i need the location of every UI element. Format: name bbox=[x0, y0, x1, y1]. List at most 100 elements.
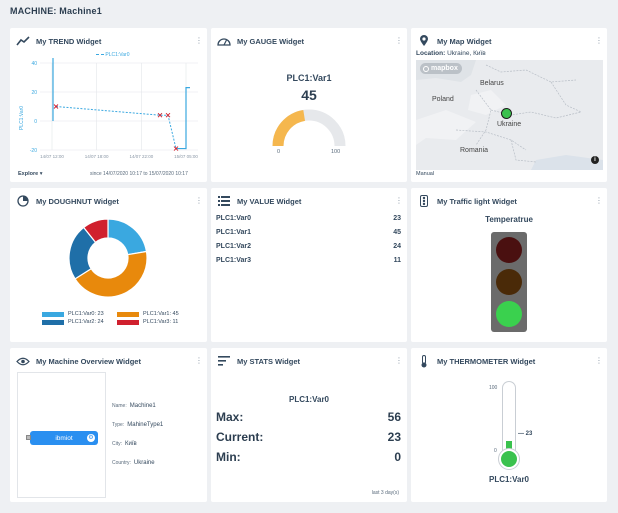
value-row: PLC1:Var1 45 bbox=[216, 228, 401, 236]
flow-canvas[interactable]: ibmiot ⚙ bbox=[17, 372, 106, 498]
map-pin-icon bbox=[417, 35, 431, 47]
trend-icon bbox=[16, 35, 30, 47]
machine-overview-widget: My Machine Overview Widget ⋮ ibmiot ⚙ Na… bbox=[10, 348, 207, 502]
thermo-label: PLC1:Var0 bbox=[488, 475, 530, 484]
stats-footer: last 3 day(s) bbox=[371, 490, 399, 496]
trend-y-tick: 0 bbox=[34, 119, 37, 125]
mapbox-logo: mapbox bbox=[420, 63, 462, 74]
trend-x-tick: 15/07 05:00 bbox=[174, 154, 198, 159]
doughnut-chart[interactable] bbox=[68, 218, 148, 298]
trend-point bbox=[173, 146, 179, 151]
trend-y-tick: 20 bbox=[31, 90, 37, 96]
stat-current: Current: 23 bbox=[216, 430, 401, 444]
value-menu-icon[interactable]: ⋮ bbox=[395, 196, 403, 205]
traffic-light-icon bbox=[417, 195, 431, 207]
trend-series-line bbox=[176, 87, 190, 150]
doughnut-slice bbox=[74, 250, 148, 298]
trend-x-tick: 14/07 12:00 bbox=[40, 154, 64, 159]
map-view[interactable]: mapbox Belarus Poland Ukraine Romania i bbox=[416, 60, 603, 170]
map-label-belarus: Belarus bbox=[480, 80, 504, 87]
thermo-min: 0 bbox=[494, 448, 497, 454]
map-label-poland: Poland bbox=[432, 96, 454, 103]
flow-port[interactable] bbox=[26, 435, 31, 440]
gauge-menu-icon[interactable]: ⋮ bbox=[395, 36, 403, 45]
gauge-max: 100 bbox=[331, 149, 341, 155]
trend-widget: My TREND Widget ⋮ PLC1:Var0 40 20 0 -20 14/… bbox=[10, 28, 207, 182]
machine-menu-icon[interactable]: ⋮ bbox=[195, 356, 203, 365]
trend-y-axis-label: PLC1:Var0 bbox=[19, 106, 25, 130]
thermo-value: — 23 bbox=[518, 431, 533, 437]
page-title: MACHINE: Machine1 bbox=[10, 6, 102, 16]
doughnut-menu-icon[interactable]: ⋮ bbox=[195, 196, 203, 205]
trend-range: since 14/07/2020 10:17 to 15/07/2020 10:… bbox=[90, 171, 188, 177]
node-settings-icon: ⚙ bbox=[87, 434, 95, 442]
legend-item[interactable]: PLC1:Var0: 23 bbox=[42, 311, 117, 317]
thermometer-icon bbox=[417, 354, 431, 367]
stats-list: Max: 56 Current: 23 Min: 0 bbox=[216, 407, 401, 467]
stats-icon bbox=[217, 355, 231, 367]
legend-item[interactable]: PLC1:Var3: 11 bbox=[117, 319, 192, 325]
value-widget: My VALUE Widget ⋮ PLC1:Var0 23 PLC1:Var1 4… bbox=[211, 188, 407, 342]
trend-chart[interactable]: 40 20 0 -20 14/07 12:00 14/07 18:00 14/07 22:… bbox=[10, 58, 207, 168]
doughnut-title: My DOUGHNUT Widget bbox=[36, 196, 119, 206]
map-menu-icon[interactable]: ⋮ bbox=[595, 36, 603, 45]
stats-title: My STATS Widget bbox=[237, 356, 300, 366]
legend-item[interactable]: PLC1:Var2: 24 bbox=[42, 319, 117, 325]
trend-point bbox=[157, 112, 163, 118]
machine-name: Machine1 bbox=[129, 403, 156, 409]
map-label-romania: Romania bbox=[460, 147, 489, 154]
legend-item[interactable]: PLC1:Var1: 45 bbox=[117, 311, 192, 317]
trend-y-tick: 40 bbox=[31, 61, 37, 67]
trend-point bbox=[165, 112, 171, 118]
gauge-value: 45 bbox=[301, 87, 317, 103]
traffic-light-red bbox=[496, 237, 522, 263]
doughnut-legend: PLC1:Var0: 23 PLC1:Var1: 45 PLC1:Var2: 2… bbox=[42, 311, 192, 325]
thermo-max: 100 bbox=[489, 385, 498, 391]
eye-icon bbox=[16, 355, 30, 367]
traffic-light-widget: My Traffic light Widget ⋮ Temperatrue bbox=[411, 188, 607, 342]
map-label-ukraine: Ukraine bbox=[497, 121, 522, 128]
gauge-icon bbox=[217, 35, 231, 47]
thermometer-widget: My THERMOMETER Widget ⋮ 100 0 — 23 PLC1:… bbox=[411, 348, 607, 502]
trend-x-tick: 14/07 22:00 bbox=[129, 154, 153, 159]
map-info-icon[interactable]: i bbox=[591, 156, 599, 164]
value-list: PLC1:Var0 23 PLC1:Var1 45 PLC1:Var2 24 PLC1… bbox=[216, 211, 401, 267]
gauge-label: PLC1:Var1 bbox=[286, 73, 332, 83]
flow-node[interactable]: ibmiot ⚙ bbox=[30, 431, 98, 445]
gauge-min: 0 bbox=[277, 149, 281, 155]
stat-min: Min: 0 bbox=[216, 450, 401, 464]
map-marker[interactable] bbox=[501, 108, 512, 119]
value-row: PLC1:Var2 24 bbox=[216, 242, 401, 250]
gauge-fill bbox=[272, 109, 306, 147]
trend-x-tick: 14/07 18:00 bbox=[85, 154, 109, 159]
traffic-label: Temperatrue bbox=[485, 215, 533, 224]
traffic-menu-icon[interactable]: ⋮ bbox=[595, 196, 603, 205]
stats-var-label: PLC1:Var0 bbox=[288, 395, 330, 404]
stats-widget: My STATS Widget ⋮ PLC1:Var0 Max: 56 Curre… bbox=[211, 348, 407, 502]
trend-title: My TREND Widget bbox=[36, 36, 102, 46]
machine-details: Name: Machine1 Type: MahineType1 City: Київ… bbox=[112, 403, 164, 466]
stats-menu-icon[interactable]: ⋮ bbox=[395, 356, 403, 365]
doughnut-widget: My DOUGHNUT Widget ⋮ PLC1:Var0: 23 PLC1:… bbox=[10, 188, 207, 342]
trend-y-tick: -20 bbox=[30, 148, 37, 154]
gauge-title: My GAUGE Widget bbox=[237, 36, 305, 46]
thermometer-bulb bbox=[499, 449, 519, 469]
map-location: Location: Ukraine, Київ bbox=[416, 50, 486, 57]
map-manual-label: Manual bbox=[416, 171, 435, 177]
thermo-menu-icon[interactable]: ⋮ bbox=[595, 356, 603, 365]
traffic-light-green bbox=[496, 301, 522, 327]
trend-legend: PLC1:Var0 bbox=[96, 52, 129, 58]
thermo-title: My THERMOMETER Widget bbox=[437, 356, 536, 366]
trend-menu-icon[interactable]: ⋮ bbox=[195, 36, 203, 45]
value-row: PLC1:Var3 11 bbox=[216, 256, 401, 264]
machine-type: MahineType1 bbox=[127, 422, 164, 428]
value-title: My VALUE Widget bbox=[237, 196, 302, 206]
traffic-light-housing bbox=[491, 232, 527, 332]
gauge-dial bbox=[272, 109, 346, 147]
machine-city: Київ bbox=[125, 441, 137, 447]
map-title: My Map Widget bbox=[437, 36, 492, 46]
trend-point bbox=[53, 104, 59, 109]
doughnut-slice bbox=[82, 218, 109, 244]
explore-button[interactable]: Explore ▾ bbox=[18, 171, 43, 177]
stat-max: Max: 56 bbox=[216, 410, 401, 424]
